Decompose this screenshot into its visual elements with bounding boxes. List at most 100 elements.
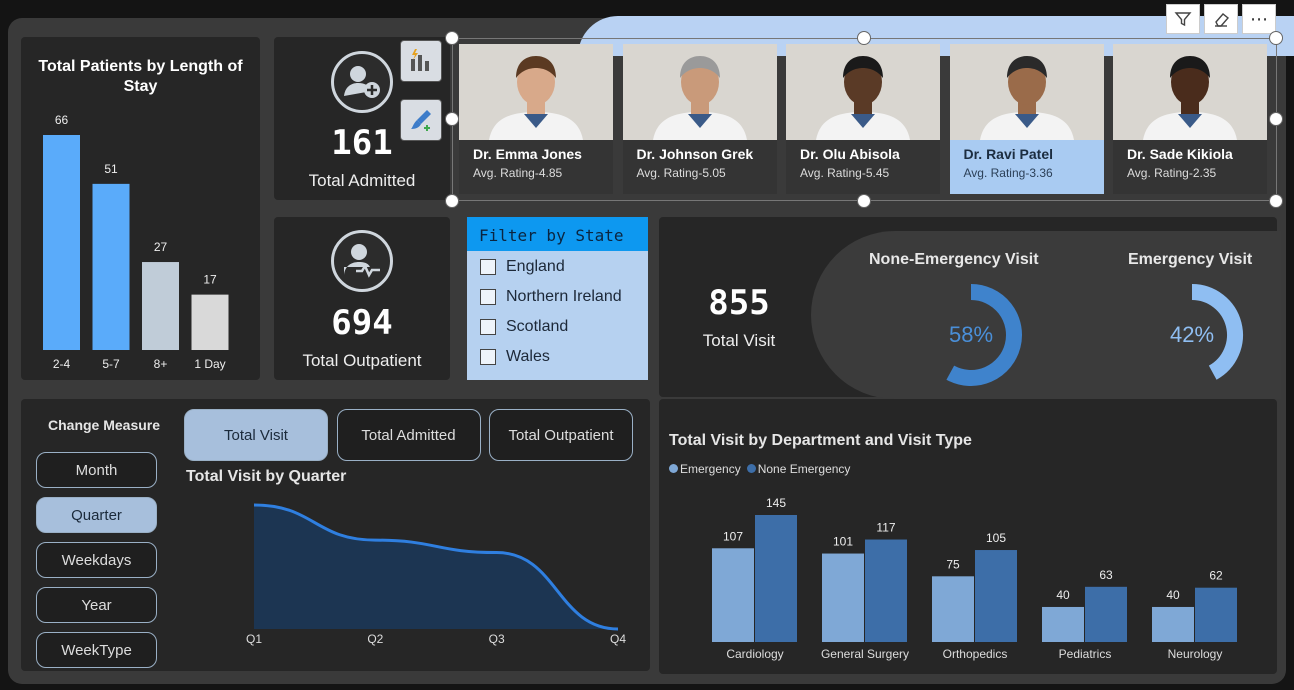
dept-bar[interactable] bbox=[1152, 606, 1194, 642]
emergency-gauge bbox=[1191, 284, 1243, 380]
dept-bar-value: 107 bbox=[723, 529, 743, 543]
resize-handle[interactable] bbox=[1269, 31, 1283, 45]
tab-total-admitted[interactable]: Total Admitted bbox=[336, 409, 481, 461]
dept-bar-value: 62 bbox=[1209, 569, 1223, 583]
admitted-label: Total Admitted bbox=[308, 171, 416, 190]
los-bar[interactable] bbox=[191, 294, 229, 350]
los-bar[interactable] bbox=[43, 135, 80, 350]
dept-bar-value: 40 bbox=[1056, 588, 1070, 602]
state-option[interactable]: England bbox=[467, 252, 648, 282]
doctor-rating: Avg. Rating-3.36 bbox=[963, 166, 1053, 180]
dept-bar[interactable] bbox=[1195, 587, 1237, 642]
measure-button-weektype[interactable]: WeekType bbox=[36, 632, 157, 668]
los-chart-card: Total Patients by Length of Stay 66 2-4 51… bbox=[21, 37, 260, 380]
doctor-card[interactable]: Dr. Emma Jones Avg. Rating-4.85 bbox=[459, 44, 613, 194]
paintbrush-icon bbox=[411, 110, 431, 131]
dept-bar-value: 101 bbox=[833, 535, 853, 549]
los-bar[interactable] bbox=[92, 183, 130, 350]
state-option[interactable]: Wales bbox=[467, 342, 648, 372]
checkbox[interactable] bbox=[480, 289, 496, 305]
total-visit-label: Total Visit bbox=[702, 331, 776, 350]
dept-bar[interactable] bbox=[865, 539, 907, 642]
los-bar-value: 17 bbox=[203, 273, 217, 287]
quarter-line bbox=[253, 503, 619, 631]
checkbox[interactable] bbox=[480, 259, 496, 275]
dept-bar[interactable] bbox=[975, 550, 1017, 642]
resize-handle[interactable] bbox=[445, 31, 459, 45]
total-visit-value: 855 bbox=[708, 283, 770, 323]
doctor-card[interactable]: Dr. Olu Abisola Avg. Rating-5.45 bbox=[786, 44, 940, 194]
dept-bar[interactable] bbox=[712, 548, 754, 642]
los-bar[interactable] bbox=[142, 262, 179, 350]
dept-bar[interactable] bbox=[1042, 606, 1084, 642]
doctor-name: Dr. Olu Abisola bbox=[800, 146, 900, 162]
resize-handle[interactable] bbox=[857, 194, 871, 208]
dept-category-label: General Surgery bbox=[821, 647, 909, 661]
tab-total-visit[interactable]: Total Visit bbox=[184, 409, 328, 461]
measure-button-quarter[interactable]: Quarter bbox=[36, 497, 157, 533]
outpatient-label: Total Outpatient bbox=[302, 351, 422, 370]
doctor-photo bbox=[786, 44, 940, 140]
quarter-axis-label: Q3 bbox=[489, 632, 505, 646]
doctor-rating: Avg. Rating-5.05 bbox=[636, 166, 726, 180]
dept-chart-card: Total Visit by Department and Visit Type… bbox=[659, 399, 1277, 674]
resize-handle[interactable] bbox=[1269, 194, 1283, 208]
eraser-icon[interactable] bbox=[1204, 4, 1238, 34]
dept-legend: Emergency None Emergency bbox=[669, 462, 850, 476]
dept-bar[interactable] bbox=[822, 553, 864, 642]
add-patient-icon bbox=[331, 51, 393, 113]
checkbox[interactable] bbox=[480, 349, 496, 365]
resize-handle[interactable] bbox=[857, 31, 871, 45]
state-option[interactable]: Scotland bbox=[467, 312, 648, 342]
doctor-card[interactable]: Dr. Johnson Grek Avg. Rating-5.05 bbox=[622, 44, 777, 194]
state-option-label: Wales bbox=[506, 348, 550, 365]
doctor-card[interactable]: Dr. Sade Kikiola Avg. Rating-2.35 bbox=[1113, 44, 1267, 194]
more-options-button[interactable]: ⋯ bbox=[1242, 4, 1276, 34]
doctor-card[interactable]: Dr. Ravi Patel Avg. Rating-3.36 bbox=[949, 44, 1104, 194]
quarter-axis-label: Q1 bbox=[246, 632, 262, 646]
los-bar-value: 51 bbox=[104, 162, 118, 176]
los-category-label: 5-7 bbox=[102, 357, 120, 371]
quarter-chart-title: Total Visit by Quarter bbox=[186, 468, 347, 485]
dept-bar[interactable] bbox=[1085, 586, 1127, 642]
resize-handle[interactable] bbox=[1269, 112, 1283, 126]
dept-bar[interactable] bbox=[932, 576, 974, 642]
doctor-photo bbox=[459, 44, 613, 140]
admitted-value: 161 bbox=[331, 123, 393, 163]
emergency-title: Emergency Visit bbox=[1128, 251, 1253, 268]
chart-lightning-icon bbox=[411, 49, 429, 71]
doctor-name: Dr. Sade Kikiola bbox=[1127, 146, 1233, 162]
gauge-arc bbox=[1191, 284, 1243, 380]
los-bar-chart: 66 2-4 51 5-7 27 8+ 17 1 Day bbox=[43, 113, 229, 371]
state-option[interactable]: Northern Ireland bbox=[467, 282, 648, 312]
selection-border bbox=[452, 38, 1277, 201]
dept-bar-value: 75 bbox=[946, 557, 960, 571]
format-brush-button[interactable] bbox=[400, 99, 442, 141]
doctor-name: Dr. Ravi Patel bbox=[963, 146, 1054, 162]
quarter-axis-label: Q2 bbox=[367, 632, 383, 646]
visits-card: 855 Total Visit None-Emergency Visit Eme… bbox=[659, 217, 1281, 399]
measure-button-year[interactable]: Year bbox=[36, 587, 157, 623]
tab-total-outpatient[interactable]: Total Outpatient bbox=[489, 409, 633, 461]
dept-category-label: Pediatrics bbox=[1059, 647, 1112, 661]
dept-bar[interactable] bbox=[755, 515, 797, 642]
state-option-label: Northern Ireland bbox=[506, 288, 622, 305]
doctor-photo bbox=[949, 44, 1104, 140]
filter-icon[interactable] bbox=[1166, 4, 1200, 34]
los-bar-value: 66 bbox=[55, 113, 69, 127]
resize-handle[interactable] bbox=[445, 112, 459, 126]
resize-handle[interactable] bbox=[445, 194, 459, 208]
dept-bar-value: 105 bbox=[986, 531, 1006, 545]
doctor-name: Dr. Emma Jones bbox=[473, 146, 582, 162]
format-visual-button[interactable] bbox=[400, 40, 442, 82]
checkbox[interactable] bbox=[480, 319, 496, 335]
quarter-chart-card: Change Measure Total Visit by Quarter Q1… bbox=[21, 399, 650, 671]
outpatient-value: 694 bbox=[331, 303, 393, 343]
state-slicer: Filter by State England Northern Ireland S… bbox=[467, 217, 648, 380]
measure-button-weekdays[interactable]: Weekdays bbox=[36, 542, 157, 578]
measure-button-month[interactable]: Month bbox=[36, 452, 157, 488]
dept-bar-chart: 107 145 Cardiology 101 117 General Surgery 75 1… bbox=[712, 496, 1237, 661]
doctor-rating: Avg. Rating-4.85 bbox=[473, 166, 563, 180]
legend-none-emergency: None Emergency bbox=[746, 462, 850, 476]
quarter-area-chart: Q1 Q2 Q3 Q4 bbox=[246, 503, 626, 646]
